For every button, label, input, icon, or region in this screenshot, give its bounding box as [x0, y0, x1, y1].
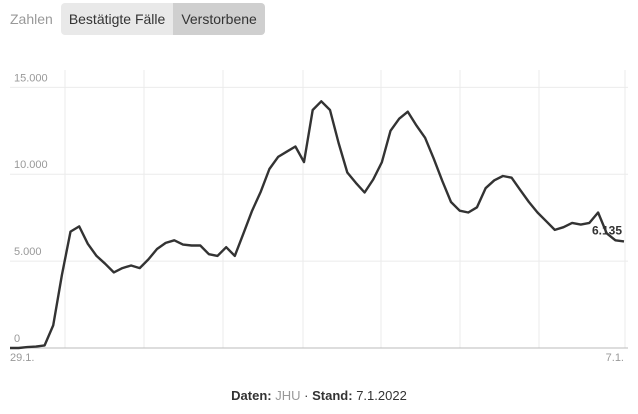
x-grid — [64, 70, 626, 348]
date: 7.1.2022 — [356, 388, 407, 403]
x-tick-label: 29.1. — [10, 352, 34, 364]
y-tick-label: 10.000 — [14, 159, 48, 171]
y-tick-label: 5.000 — [14, 246, 42, 258]
y-tick-label: 0 — [14, 333, 20, 345]
separator: · — [304, 388, 309, 403]
toggle-button[interactable]: Bestätigte Fälle — [60, 3, 174, 35]
footer: Daten: JHU · Stand: 7.1.2022 — [0, 388, 638, 403]
source-label: Daten: — [231, 388, 272, 403]
toggle-button[interactable]: Verstorbene — [173, 3, 265, 35]
chart: 0 5.000 10.000 15.000 29.1. 7.1. 6.135 — [10, 70, 628, 364]
date-label: Stand: — [312, 388, 353, 403]
value-label: 6.135 — [592, 224, 622, 238]
line — [10, 100, 625, 350]
controls-label: Zahlen — [10, 11, 53, 27]
controls: Zahlen Bestätigte Fälle Verstorbene — [0, 3, 265, 35]
y-tick-label: 15.000 — [14, 72, 48, 84]
source: JHU — [275, 388, 301, 403]
x-tick-label: 7.1. — [606, 352, 624, 364]
